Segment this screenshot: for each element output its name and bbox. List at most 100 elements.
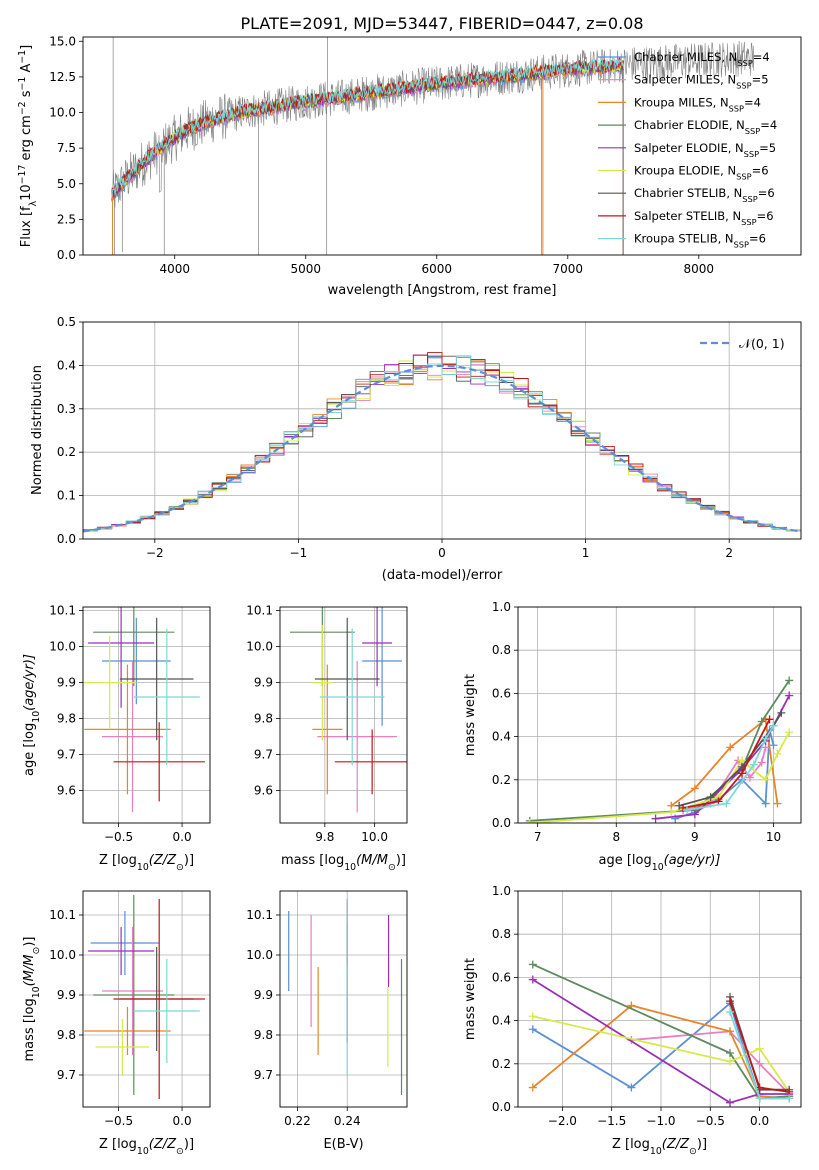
x-axis-label-part: 10	[652, 862, 664, 873]
legend-label-part: Chabrier STELIB, N	[634, 186, 742, 200]
y-tick-label: 9.7	[254, 1068, 273, 1082]
mass-weight-marker-s4	[651, 814, 660, 823]
y-axis-label-part: 10	[31, 986, 42, 998]
mass-weight-marker-s1	[757, 758, 766, 767]
y-axis-label-part: λ	[28, 200, 39, 206]
x-axis-label-part: )]	[184, 1137, 194, 1152]
y-axis-label-part: −17	[17, 165, 28, 185]
y-tick-label: 0.4	[492, 1014, 511, 1028]
legend-label-part: Chabrier ELODIE, N	[634, 118, 745, 132]
legend-label-part: =4	[760, 118, 777, 132]
x-axis-label-part: (Z/Z	[149, 1137, 177, 1152]
mass-weight-marker-s8	[769, 721, 778, 730]
legend-label-part: Kroupa STELIB, N	[634, 232, 734, 246]
y-axis-label-part: ⊙	[31, 947, 42, 955]
x-axis-label-part: (age/yr)]	[664, 853, 721, 868]
axes-frame	[82, 36, 802, 256]
legend-label: Chabrier MILES, NSSP=4	[634, 50, 770, 68]
y-tick-label: 9.8	[254, 1028, 273, 1042]
legend-label: Chabrier ELODIE, NSSP=4	[634, 118, 777, 136]
y-tick-label: 10.0	[49, 106, 76, 120]
y-tick-label: 0.4	[492, 730, 511, 744]
x-axis-label-part: (Z/Z	[662, 1137, 690, 1152]
y-tick-label: 9.7	[57, 1068, 76, 1082]
residual-histogram-s8	[83, 355, 801, 532]
x-axis-label-part: ⊙	[388, 862, 396, 873]
x-tick-label: 8	[612, 830, 620, 844]
axes-frame	[517, 890, 802, 1108]
mass-weight-marker-s8	[761, 734, 770, 743]
y-axis-label-part: −1	[17, 50, 28, 64]
axes-frame	[279, 606, 408, 824]
y-axis-label: mass weight	[463, 958, 478, 1040]
mass-weight-line-s4	[532, 978, 790, 1104]
y-tick-label: 10.0	[246, 640, 273, 654]
legend-label: Kroupa MILES, NSSP=4	[634, 95, 761, 113]
x-axis-label-part: ⊙	[176, 1146, 184, 1157]
legend-label-part: Salpeter STELIB, N	[634, 209, 741, 223]
mass-weight-line-s1	[631, 1030, 790, 1095]
y-tick-label: 1.0	[492, 600, 511, 614]
mass-weight-marker-s1	[745, 773, 754, 782]
mass-weight-marker-s4	[690, 810, 699, 819]
mass-weight-marker-s7	[726, 997, 735, 1006]
y-axis-label-part: (age/yr)]	[22, 654, 37, 711]
x-axis-label-part: Z [log	[99, 1137, 137, 1152]
y-axis-label-part: erg cm	[19, 115, 34, 164]
legend-label: Chabrier STELIB, NSSP=6	[634, 186, 775, 204]
y-tick-label: 0.6	[492, 970, 511, 984]
y-tick-label: 0.3	[57, 402, 76, 416]
y-axis-label-part: age [log	[22, 723, 37, 776]
x-tick-label: 7	[534, 830, 542, 844]
x-tick-label: −1.5	[597, 1114, 626, 1128]
axes-frame	[517, 606, 802, 824]
y-axis-label: Normed distribution	[30, 365, 45, 495]
mass-weight-marker-s5	[528, 1012, 537, 1021]
y-tick-label: 10.1	[246, 604, 273, 618]
mass-weight-marker-s7	[765, 715, 774, 724]
mass-weight-marker-s5	[525, 819, 534, 823]
x-tick-label: 0	[438, 546, 446, 560]
x-axis-label: mass [log10(M/M⊙)]	[281, 853, 406, 873]
y-axis-label-part: s	[19, 90, 34, 101]
y-tick-label: 10.1	[49, 604, 76, 618]
x-tick-label: 0.22	[284, 1114, 311, 1128]
legend-label-part: Salpeter ELODIE, N	[634, 141, 744, 155]
y-tick-label: 0.0	[492, 1100, 511, 1114]
x-tick-label: 10.0	[361, 830, 388, 844]
mass-weight-marker-s5	[761, 775, 770, 784]
x-axis-label-part: )]	[184, 853, 194, 868]
plot-area	[518, 891, 801, 1107]
plot-area	[280, 607, 407, 823]
mass-weight-marker-s8	[726, 1007, 735, 1016]
y-axis-label-part: )]	[22, 937, 37, 947]
mass-weight-marker-s5	[755, 1044, 764, 1053]
y-tick-label: 15.0	[49, 34, 76, 48]
legend-label: Kroupa STELIB, NSSP=6	[634, 232, 766, 250]
legend-label: 𝒩(0, 1)	[739, 336, 785, 351]
y-tick-label: 0.1	[57, 489, 76, 503]
x-axis-label-part: ⊙	[689, 1146, 697, 1157]
y-tick-label: 0.4	[57, 358, 76, 372]
legend-label-part: SSP	[736, 172, 751, 182]
mass-weight-marker-s5	[667, 808, 676, 817]
x-tick-label: 4000	[159, 262, 190, 276]
legend-label-part: Salpeter MILES, N	[634, 73, 736, 87]
x-axis-label: Z [log10(Z/Z⊙)]	[99, 853, 194, 873]
legend-label-part: Chabrier MILES, N	[634, 50, 737, 64]
mass-weight-marker-s4	[726, 1098, 735, 1107]
legend-label-part: SSP	[745, 126, 760, 136]
legend-label-part: SSP	[737, 58, 752, 68]
plot-area	[83, 607, 210, 823]
x-axis-label-part: Z [log	[99, 853, 137, 868]
x-axis-label-part: age [log	[599, 853, 652, 868]
panel-massweight-vs-Z: −2.0 −1.5 −1.0 −0.5 0.0 0.0 0.2 0.4 0.6 0.8 1.0 Z […	[463, 884, 802, 1157]
x-tick-label: 0.24	[334, 1114, 361, 1128]
legend-label-part: =4	[744, 95, 761, 109]
x-tick-label: −1	[290, 546, 308, 560]
mass-weight-marker-s3	[785, 676, 794, 685]
mass-weight-marker-s7	[738, 769, 747, 778]
mass-weight-marker-s8	[755, 1094, 764, 1103]
y-tick-label: 0.5	[57, 315, 76, 329]
